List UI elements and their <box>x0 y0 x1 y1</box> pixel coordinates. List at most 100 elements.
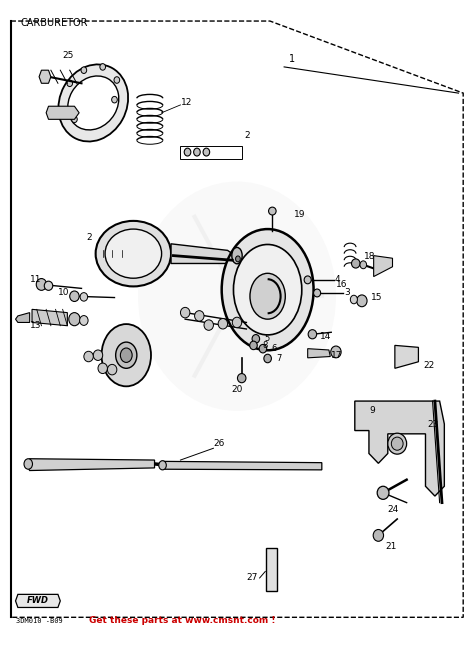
Ellipse shape <box>80 316 88 326</box>
Polygon shape <box>355 401 444 496</box>
Ellipse shape <box>93 350 103 361</box>
Ellipse shape <box>264 354 272 363</box>
Text: 13: 13 <box>30 321 41 330</box>
Ellipse shape <box>222 229 314 350</box>
Ellipse shape <box>234 245 302 335</box>
Ellipse shape <box>357 295 367 307</box>
Ellipse shape <box>360 261 366 268</box>
Ellipse shape <box>159 461 166 470</box>
Ellipse shape <box>96 221 171 286</box>
Ellipse shape <box>269 207 276 215</box>
Ellipse shape <box>72 116 77 122</box>
Polygon shape <box>16 313 30 322</box>
Ellipse shape <box>98 363 108 374</box>
Ellipse shape <box>331 346 341 358</box>
Polygon shape <box>374 255 392 276</box>
Text: 11: 11 <box>30 275 41 284</box>
Ellipse shape <box>69 313 80 326</box>
Ellipse shape <box>350 295 357 304</box>
Ellipse shape <box>250 273 285 319</box>
Ellipse shape <box>232 317 242 328</box>
Polygon shape <box>308 349 330 358</box>
Text: 24: 24 <box>388 505 399 514</box>
Ellipse shape <box>204 320 213 330</box>
Ellipse shape <box>181 307 190 318</box>
Text: 21: 21 <box>385 542 397 551</box>
Bar <box>266 549 277 591</box>
Text: 3: 3 <box>344 288 350 297</box>
Text: 15: 15 <box>371 293 383 302</box>
Polygon shape <box>16 594 60 607</box>
Ellipse shape <box>81 67 87 74</box>
Ellipse shape <box>218 318 228 329</box>
Ellipse shape <box>116 342 137 368</box>
Text: 19: 19 <box>293 210 305 219</box>
Ellipse shape <box>352 259 360 268</box>
Ellipse shape <box>304 276 311 284</box>
Text: Get these parts at www.cmsnt.com !: Get these parts at www.cmsnt.com ! <box>89 616 275 625</box>
Ellipse shape <box>36 278 46 290</box>
Ellipse shape <box>184 148 191 156</box>
Polygon shape <box>32 309 67 326</box>
Text: 4: 4 <box>335 275 340 284</box>
Ellipse shape <box>44 281 53 290</box>
Ellipse shape <box>100 64 106 70</box>
Polygon shape <box>46 106 79 119</box>
Ellipse shape <box>68 76 119 130</box>
Ellipse shape <box>377 486 389 499</box>
Text: 25: 25 <box>63 51 74 61</box>
Ellipse shape <box>120 348 132 363</box>
Ellipse shape <box>392 437 403 450</box>
Text: 26: 26 <box>213 438 225 447</box>
Ellipse shape <box>308 330 317 339</box>
Ellipse shape <box>237 374 246 383</box>
Polygon shape <box>162 461 322 470</box>
Ellipse shape <box>58 64 128 141</box>
Ellipse shape <box>252 334 260 343</box>
Text: 14: 14 <box>319 332 331 342</box>
Text: 2: 2 <box>86 233 92 241</box>
Text: 23: 23 <box>428 420 439 428</box>
Text: 2: 2 <box>244 131 250 140</box>
Ellipse shape <box>250 341 257 349</box>
Ellipse shape <box>232 247 242 264</box>
Polygon shape <box>39 70 51 84</box>
Text: 16: 16 <box>336 280 347 289</box>
Ellipse shape <box>195 311 204 321</box>
Ellipse shape <box>259 344 267 353</box>
Text: 20: 20 <box>231 385 243 393</box>
Text: 9: 9 <box>369 407 374 415</box>
Polygon shape <box>27 459 155 470</box>
Ellipse shape <box>105 229 162 278</box>
Polygon shape <box>395 345 419 368</box>
Ellipse shape <box>314 289 320 297</box>
Text: FWD: FWD <box>27 596 49 605</box>
Text: 6: 6 <box>272 344 277 353</box>
Ellipse shape <box>373 530 383 542</box>
Ellipse shape <box>101 324 151 386</box>
Ellipse shape <box>236 256 240 262</box>
Text: 5: 5 <box>264 334 270 343</box>
Ellipse shape <box>388 433 407 454</box>
Ellipse shape <box>112 96 117 103</box>
Ellipse shape <box>203 148 210 156</box>
Ellipse shape <box>194 148 200 156</box>
Text: 27: 27 <box>247 574 258 582</box>
Text: 12: 12 <box>181 99 192 107</box>
Text: 8: 8 <box>262 341 267 350</box>
Text: 22: 22 <box>423 361 434 370</box>
Text: 10: 10 <box>58 288 69 297</box>
Text: 3DM010 -B09: 3DM010 -B09 <box>16 618 62 624</box>
Ellipse shape <box>114 77 119 84</box>
Text: 17: 17 <box>331 351 343 360</box>
Ellipse shape <box>70 291 79 301</box>
Ellipse shape <box>24 459 33 469</box>
Text: 7: 7 <box>276 354 282 363</box>
Ellipse shape <box>84 351 93 362</box>
Text: CARBURETOR: CARBURETOR <box>20 18 88 28</box>
Ellipse shape <box>67 80 73 87</box>
Ellipse shape <box>108 365 117 375</box>
Polygon shape <box>171 244 237 266</box>
Text: 18: 18 <box>364 253 376 261</box>
Ellipse shape <box>138 182 336 411</box>
